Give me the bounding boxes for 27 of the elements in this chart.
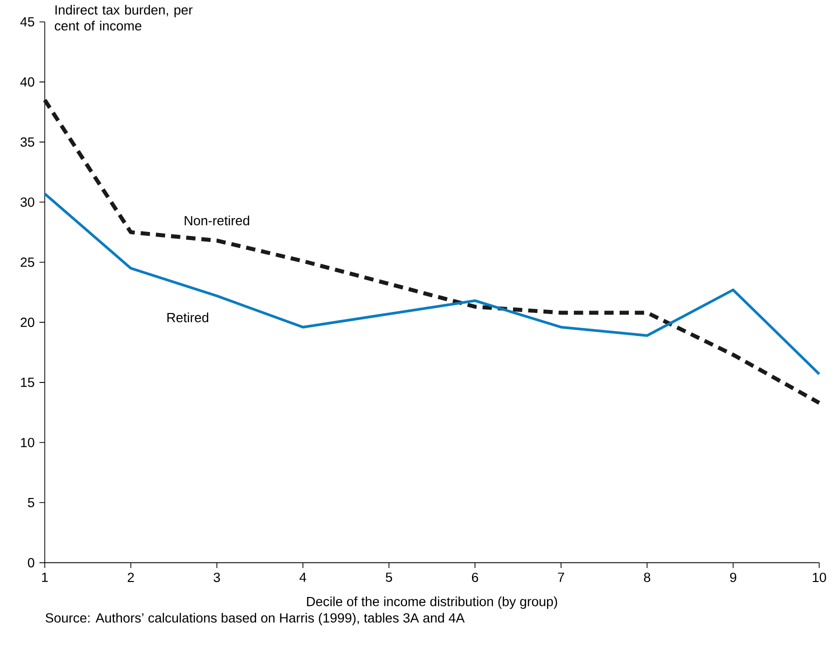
x-tick-label: 1 bbox=[42, 572, 48, 582]
line-series bbox=[43, 192, 821, 376]
x-tick-label: 6 bbox=[472, 572, 478, 582]
x-tick-label: 5 bbox=[386, 572, 392, 582]
x-tick-label: 3 bbox=[214, 572, 220, 582]
x-tick-label: 4 bbox=[300, 572, 306, 582]
y-tick-label: 15 bbox=[21, 378, 34, 387]
y-tick-label: 0 bbox=[28, 558, 34, 568]
x-tick-label: 8 bbox=[644, 572, 650, 582]
y-tick-label: 45 bbox=[20, 17, 34, 26]
y-axis-title: Indirect tax burden, per cent of income bbox=[54, 4, 193, 30]
y-tick-label: 35 bbox=[20, 137, 34, 147]
series-label: Non-retired bbox=[184, 215, 250, 226]
source-note: Source: Authors’ calculations based on Harris (1999), tables 3A and 4A bbox=[46, 612, 465, 626]
y-tick-label: 25 bbox=[20, 257, 34, 267]
x-tick-label: 7 bbox=[558, 572, 564, 582]
line-series bbox=[42, 98, 822, 405]
x-tick-label: 2 bbox=[128, 572, 134, 582]
y-tick-label: 30 bbox=[20, 197, 34, 207]
x-tick-label: 9 bbox=[730, 572, 736, 582]
y-tick-label: 40 bbox=[20, 77, 34, 87]
y-tick-label: 5 bbox=[28, 498, 34, 508]
series-label: Retired bbox=[167, 312, 208, 322]
y-tick-label: 10 bbox=[21, 438, 34, 448]
y-tick-label: 20 bbox=[20, 318, 34, 327]
x-tick-label: 10 bbox=[812, 572, 826, 582]
x-axis-title: Decile of the income distribution (by group) bbox=[307, 596, 558, 609]
